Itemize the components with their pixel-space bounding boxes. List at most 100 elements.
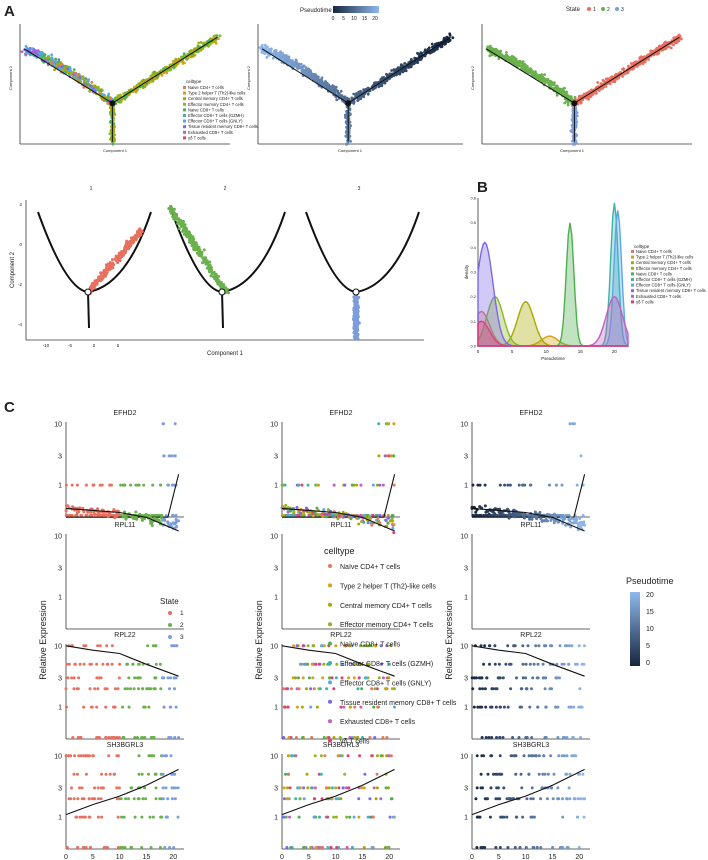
point	[291, 63, 294, 66]
point	[82, 86, 86, 89]
xlabel: Component 1	[560, 148, 585, 153]
point	[152, 687, 156, 691]
point	[95, 736, 99, 739]
point	[164, 514, 168, 517]
point	[286, 510, 290, 514]
point	[319, 81, 323, 85]
point	[172, 60, 176, 63]
point	[386, 514, 390, 517]
point	[596, 81, 600, 84]
point	[209, 270, 213, 274]
legend-swatch	[631, 283, 634, 287]
point	[162, 705, 166, 709]
point	[204, 256, 208, 260]
point	[579, 520, 583, 524]
point	[386, 521, 390, 525]
point	[307, 514, 311, 517]
point	[296, 676, 300, 680]
point	[153, 676, 157, 680]
point	[639, 58, 642, 62]
point	[217, 37, 220, 40]
point	[265, 56, 269, 59]
point	[53, 68, 56, 72]
point	[381, 736, 385, 739]
point	[144, 79, 148, 82]
point	[317, 662, 321, 666]
point	[570, 130, 574, 134]
point	[476, 483, 480, 487]
point	[218, 34, 222, 38]
point	[359, 97, 363, 101]
point	[47, 58, 51, 61]
point	[579, 95, 583, 99]
point	[263, 43, 267, 47]
gene-title: RPL22	[330, 632, 352, 639]
point	[300, 67, 304, 71]
point	[282, 736, 286, 739]
point	[172, 522, 176, 526]
point	[574, 123, 578, 127]
point	[574, 112, 578, 116]
point	[283, 53, 286, 57]
point	[424, 49, 428, 53]
point	[150, 522, 154, 526]
point	[89, 662, 93, 666]
point	[335, 98, 339, 102]
point	[212, 270, 216, 274]
point	[640, 55, 644, 59]
point	[535, 74, 539, 78]
point	[300, 70, 304, 74]
x-tick: 20	[612, 349, 618, 354]
point	[82, 662, 86, 666]
legend-swatch	[183, 97, 186, 101]
point	[385, 644, 389, 648]
point	[350, 644, 354, 648]
point	[660, 44, 664, 47]
point	[355, 319, 359, 323]
gene-title: EFHD2	[330, 410, 353, 417]
branch-point	[218, 288, 226, 296]
point	[471, 514, 475, 517]
point	[64, 508, 68, 512]
point	[173, 687, 176, 691]
point	[89, 514, 93, 517]
point	[64, 705, 68, 709]
point	[507, 516, 511, 520]
point	[88, 687, 92, 691]
point	[123, 687, 127, 691]
point	[71, 736, 75, 739]
density-curve	[477, 320, 628, 347]
y-tick: 3	[274, 453, 278, 460]
point	[493, 507, 497, 511]
point	[97, 676, 101, 680]
point	[573, 95, 577, 99]
point	[297, 514, 301, 517]
point	[332, 736, 336, 739]
point	[517, 483, 521, 487]
legend-title: celltype	[186, 79, 202, 84]
point	[141, 687, 145, 691]
point	[299, 511, 303, 515]
point	[111, 141, 114, 144]
point	[552, 521, 556, 525]
point	[274, 49, 278, 52]
point	[172, 207, 176, 211]
point	[169, 209, 173, 213]
point	[348, 644, 352, 648]
point	[335, 662, 339, 666]
point	[50, 56, 54, 60]
point	[116, 687, 120, 691]
point	[541, 76, 544, 80]
point	[286, 705, 290, 709]
point	[385, 454, 389, 458]
point	[386, 516, 390, 520]
point	[326, 508, 330, 512]
point	[202, 41, 205, 45]
gene-title: EFHD2	[520, 410, 543, 417]
point	[647, 58, 650, 61]
point	[540, 519, 544, 523]
point	[73, 662, 77, 666]
point	[96, 85, 100, 89]
trend-line	[65, 507, 179, 532]
point	[203, 259, 206, 263]
